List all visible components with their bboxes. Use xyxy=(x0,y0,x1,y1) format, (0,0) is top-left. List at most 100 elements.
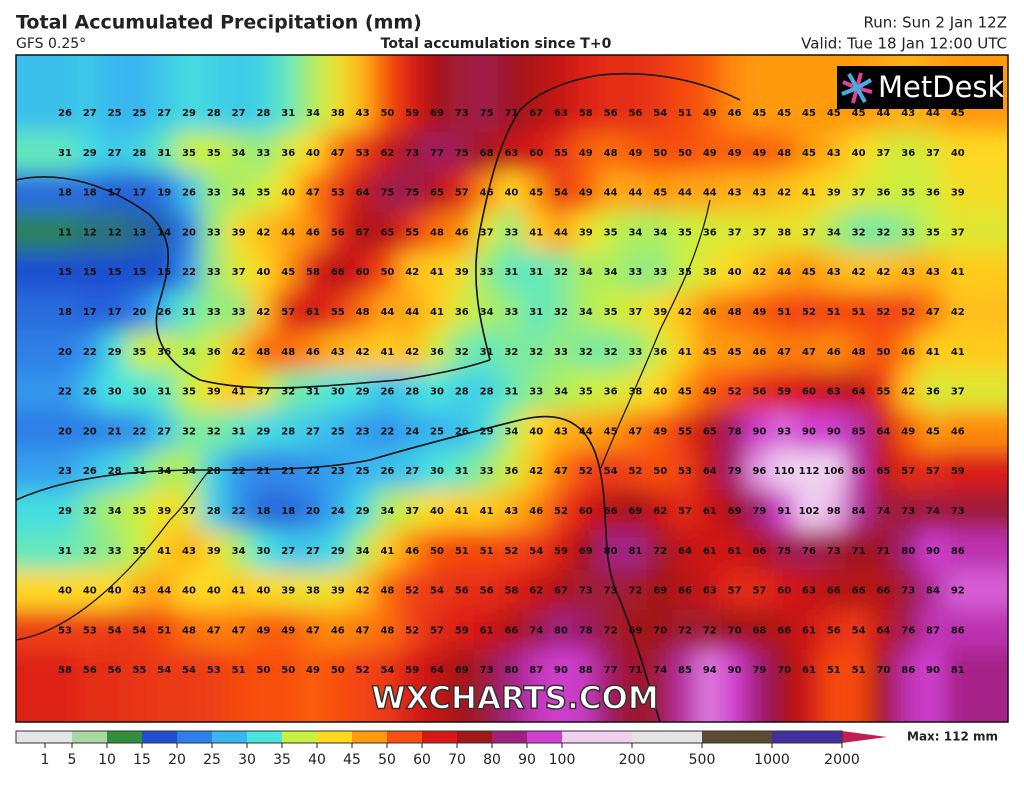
value-label: 45 xyxy=(728,347,742,358)
value-label: 28 xyxy=(108,466,122,477)
value-label: 42 xyxy=(777,188,791,199)
field-cell xyxy=(200,251,228,294)
field-cell xyxy=(473,609,500,652)
value-label: 52 xyxy=(901,307,915,318)
value-label: 87 xyxy=(529,665,543,676)
value-label: 52 xyxy=(876,307,890,318)
value-label: 41 xyxy=(455,506,469,517)
value-label: 36 xyxy=(455,307,469,318)
value-label: 34 xyxy=(628,227,642,238)
value-label: 28 xyxy=(207,108,221,119)
field-cell xyxy=(473,171,500,214)
field-cell xyxy=(250,609,277,652)
value-label: 47 xyxy=(331,148,345,159)
field-cell xyxy=(101,330,128,373)
value-label: 54 xyxy=(430,586,444,597)
field-cell xyxy=(423,569,451,612)
value-label: 76 xyxy=(802,546,816,557)
value-label: 20 xyxy=(58,426,72,437)
field-cell xyxy=(547,211,575,254)
field-cell xyxy=(845,450,872,493)
field-cell xyxy=(746,171,773,214)
field-cell xyxy=(150,410,178,453)
value-label: 34 xyxy=(604,267,618,278)
value-label: 52 xyxy=(356,665,370,676)
field-cell xyxy=(522,251,550,294)
value-label: 67 xyxy=(554,586,568,597)
field-cell xyxy=(16,131,79,174)
value-label: 65 xyxy=(380,227,394,238)
value-label: 41 xyxy=(380,347,394,358)
value-label: 36 xyxy=(430,347,444,358)
value-label: 55 xyxy=(132,665,146,676)
value-label: 15 xyxy=(58,267,72,278)
value-label: 26 xyxy=(157,307,171,318)
field-cell xyxy=(522,370,550,413)
value-label: 44 xyxy=(926,108,940,119)
map-frame xyxy=(15,54,1009,723)
field-cell xyxy=(870,211,897,254)
value-label: 46 xyxy=(306,347,320,358)
field-cell xyxy=(448,55,476,134)
value-label: 55 xyxy=(876,387,890,398)
field-cell xyxy=(820,609,848,652)
field-cell xyxy=(671,569,699,612)
value-label: 64 xyxy=(876,625,890,636)
field-cell xyxy=(423,55,451,134)
field-cell xyxy=(274,55,302,134)
value-label: 55 xyxy=(331,307,345,318)
field-cell xyxy=(721,291,748,333)
field-cell xyxy=(126,131,153,174)
field-cell xyxy=(374,291,401,333)
field-cell xyxy=(646,55,674,134)
field-cell xyxy=(76,211,104,254)
field-cell xyxy=(845,291,872,333)
field-cell xyxy=(770,131,798,174)
field-cell xyxy=(845,211,872,254)
value-label: 29 xyxy=(331,546,345,557)
value-label: 22 xyxy=(306,466,320,477)
colorbar-tick-label: 80 xyxy=(483,752,501,768)
value-label: 51 xyxy=(232,665,246,676)
colorbar-tick-label: 15 xyxy=(133,752,151,768)
field-cell xyxy=(919,251,947,294)
field-cell xyxy=(746,211,773,254)
field-cell xyxy=(646,251,674,294)
field-cell xyxy=(423,171,451,214)
value-label: 53 xyxy=(331,188,345,199)
field-cell xyxy=(324,370,352,413)
field-cell xyxy=(498,490,525,532)
value-label: 50 xyxy=(876,347,890,358)
value-label: 39 xyxy=(207,387,221,398)
value-label: 40 xyxy=(281,188,295,199)
field-cell xyxy=(770,450,798,493)
value-label: 35 xyxy=(604,227,618,238)
field-cell xyxy=(845,330,872,373)
field-cell xyxy=(498,410,525,453)
value-label: 65 xyxy=(703,426,717,437)
field-cell xyxy=(696,410,724,453)
value-label: 48 xyxy=(604,148,618,159)
colorbar-segment xyxy=(422,731,458,743)
field-cell xyxy=(175,171,203,214)
value-label: 49 xyxy=(579,148,593,159)
value-label: 47 xyxy=(306,188,320,199)
value-label: 17 xyxy=(132,188,146,199)
field-cell xyxy=(126,529,153,572)
value-label: 40 xyxy=(529,426,543,437)
field-cell xyxy=(870,410,897,453)
field-cell xyxy=(696,171,724,214)
field-cell xyxy=(274,649,302,722)
value-label: 33 xyxy=(207,227,221,238)
value-label: 35 xyxy=(132,347,146,358)
field-cell xyxy=(820,330,848,373)
value-label: 43 xyxy=(728,188,742,199)
field-cell xyxy=(572,251,600,294)
value-label: 34 xyxy=(653,227,667,238)
value-label: 41 xyxy=(951,347,965,358)
field-cell xyxy=(547,171,575,214)
field-cell xyxy=(919,370,947,413)
value-label: 45 xyxy=(703,347,717,358)
